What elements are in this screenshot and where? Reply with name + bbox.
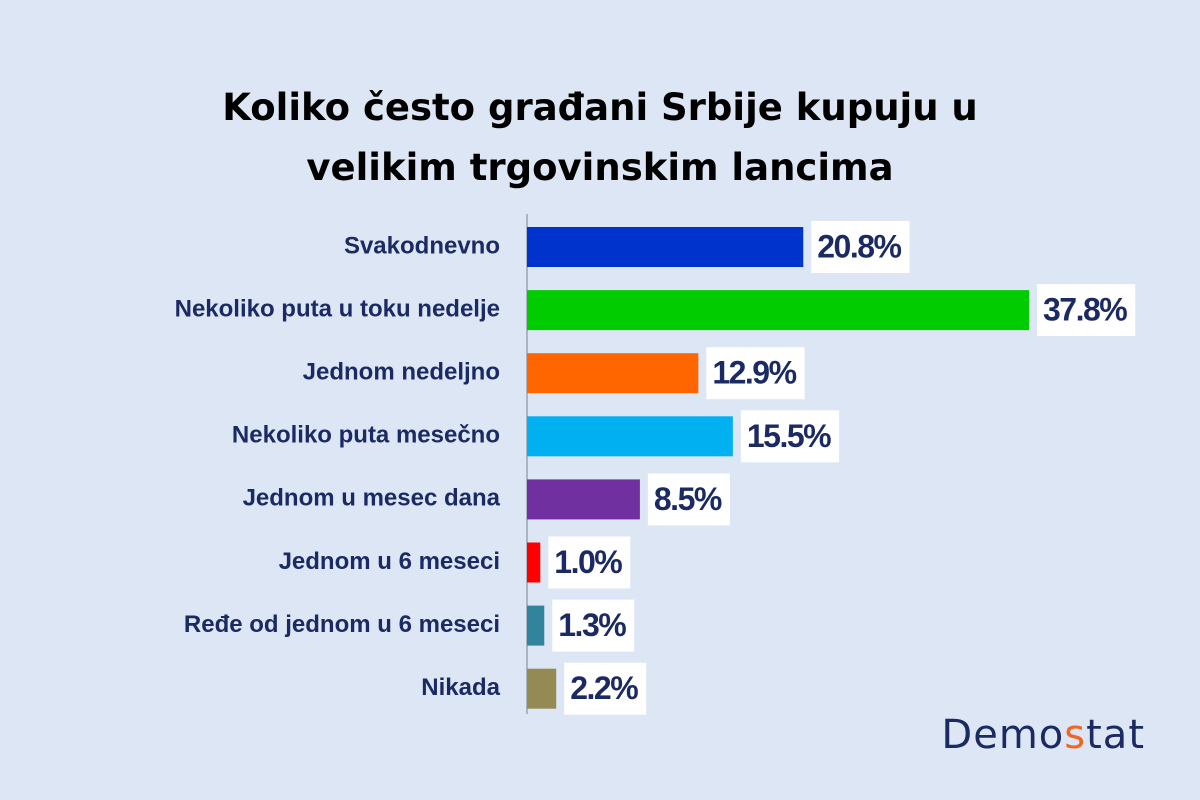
value-label: 2.2% [570,670,638,706]
bar [527,353,699,394]
value-label: 1.0% [554,544,622,580]
bar [527,542,541,583]
value-label-box [647,473,730,526]
value-label-box [564,662,647,715]
logo: Demostat [941,712,1145,758]
bar [527,227,804,267]
bar [527,416,733,457]
value-label-box [740,410,840,463]
category-label: Ređe od jednom u 6 meseci [184,611,500,638]
bar [527,290,1029,331]
bar [527,668,557,709]
value-label: 8.5% [654,481,722,517]
category-label: Jednom u 6 meseci [279,548,500,575]
value-label: 20.8% [817,228,901,264]
category-label: Nekoliko puta u toku nedelje [175,295,500,322]
category-label: Jednom u mesec dana [243,485,501,512]
value-label: 1.3% [558,607,626,643]
category-label: Jednom nedeljno [303,359,500,386]
value-label-box [552,599,635,652]
category-label: Nekoliko puta mesečno [232,422,500,449]
value-label-box [1037,284,1136,337]
bar [527,605,545,646]
value-label: 37.8% [1043,292,1127,328]
chart-title: Koliko često građani Srbije kupuju u vel… [222,86,978,189]
value-label-box [811,221,910,273]
category-label: Nikada [421,674,500,701]
value-label: 12.9% [712,355,796,391]
value-label: 15.5% [747,418,831,454]
value-label-box [548,536,631,589]
category-label: Svakodnevno [344,232,500,259]
value-label-box [706,347,805,400]
bar [527,479,640,520]
